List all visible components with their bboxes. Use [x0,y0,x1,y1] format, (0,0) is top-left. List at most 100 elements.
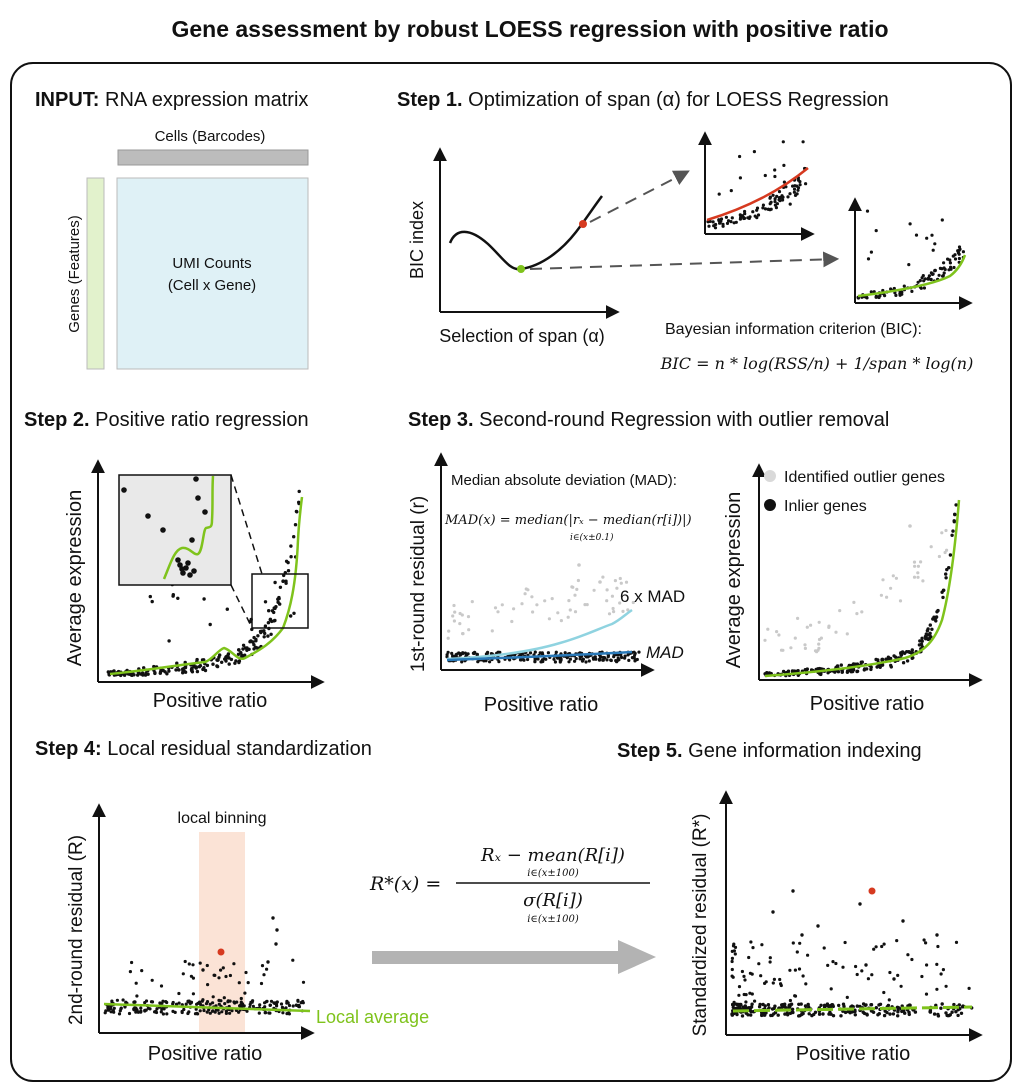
step4-point [266,960,270,964]
step5-point [744,993,748,997]
step4-point [159,984,164,988]
step3-right-inlier [941,595,945,600]
step4-target-point [217,948,225,956]
mini-top-point [798,180,802,184]
mini-bottom-point [877,295,881,300]
step5-point [759,974,763,978]
step3-right-inlier [847,669,851,673]
step4-point [186,1011,190,1016]
step2-point [266,621,271,625]
step4-point [251,1004,255,1009]
step4-point [239,996,243,1001]
step3-right-outlier [916,575,920,579]
step4-point [139,1006,143,1010]
mad6-label: 6 x MAD [620,587,685,606]
inset-point [193,476,199,482]
step3-right-outlier [796,616,800,621]
step5-point [826,963,830,968]
step5-point [939,1006,943,1010]
step3-right-inlier [927,636,932,641]
input-heading-bold: INPUT: [35,89,99,111]
step5-point [743,1004,747,1008]
step4-point [180,1010,184,1015]
step5-point [760,943,764,947]
step5-point [845,995,849,1000]
step5-point [944,984,948,988]
figure-title: Gene assessment by robust LOESS regressi… [171,16,888,42]
step4-point [184,1002,188,1006]
step5-point [913,1010,918,1014]
step5-heading-bold: Step 5. [617,740,683,762]
mini-top-point [751,210,755,214]
step3-right-outlier [919,560,923,564]
step3-left-outlier [530,595,534,599]
step5-point [858,902,862,906]
step2-point [167,639,171,643]
step3-right-inlier [925,629,930,633]
step3-right-outlier [860,610,864,614]
step2-point [167,669,171,673]
six-mad-curve [446,608,633,661]
step3-right-outlier [852,600,856,605]
legend-inlier-label: Inlier genes [784,498,867,515]
step2-point [225,607,229,611]
mini-bottom-fit-green [857,254,967,298]
step5-point [901,919,905,923]
step3-left-inlier [533,657,537,661]
step4-point [260,964,265,968]
step4-point [230,1009,234,1013]
bic-suboptimal-point [579,220,587,228]
step5-point [896,1014,900,1018]
step3-right-outlier [834,630,838,634]
matrix-line2: (Cell x Gene) [168,277,256,294]
mad-title: Median absolute deviation (MAD): [451,472,677,489]
step3-right-outlier [916,571,920,575]
step5-point [950,1010,954,1014]
formula-numerator-sub: i∈(x±100) [527,868,579,879]
mini-bottom-point [940,218,944,222]
step2-point [171,593,175,597]
step5-point [940,1002,944,1006]
step2-point [292,611,296,615]
mini-top-point [729,189,733,193]
step2-point [258,629,263,634]
step5-point [807,1012,811,1016]
step2-point [211,662,215,666]
step2-point [215,664,219,668]
outer-frame [10,62,1012,1082]
mini-top-point [717,192,721,196]
step5-point [758,1002,762,1007]
step3-left-outlier [607,612,612,616]
step3-right-outlier [816,648,820,652]
step5-point [936,944,940,949]
step3-right-inlier [944,576,948,580]
step3-left-outlier [446,636,450,640]
step4-point [189,1001,193,1005]
step3-right-outlier [803,646,808,651]
mini-top-point [782,180,787,184]
step3-right-outlier [908,524,912,528]
step4-point [202,1008,206,1013]
step3-right-outlier [779,648,784,652]
step3-right-outlier [937,554,942,559]
step3-left-outlier [601,575,605,579]
step3-left-outlier [547,617,552,621]
mad-label: MAD [646,643,684,662]
step4-point [161,1012,165,1016]
step3-right-inlier [945,567,949,572]
step5-point [797,967,802,971]
step4-heading-bold: Step 4: [35,738,102,760]
step3-left-outlier [490,629,494,633]
mini-top-point [781,140,785,144]
step4-point [159,1010,163,1014]
step3-right-outlier [845,632,849,636]
step5-point [791,889,795,893]
step3-left-outlier [523,592,527,596]
step4-point [296,999,300,1003]
step4-point [268,1003,272,1007]
step5-point [900,1009,904,1014]
formula-denominator: σ(R[i]) [523,890,583,911]
mini-top-point [707,224,711,228]
step3-left-inlier [587,659,591,663]
step2-point [284,579,288,583]
